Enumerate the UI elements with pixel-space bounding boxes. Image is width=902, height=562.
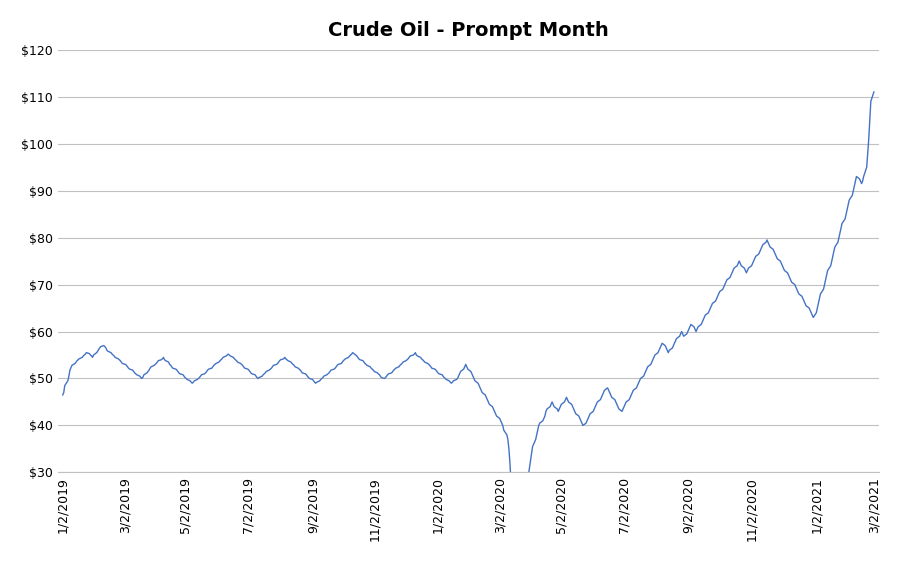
Title: Crude Oil - Prompt Month: Crude Oil - Prompt Month [328,21,609,40]
